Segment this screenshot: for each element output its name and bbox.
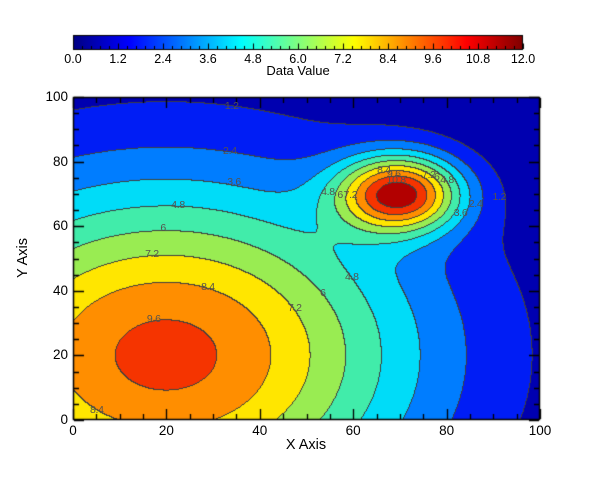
contour-plot-canvas [0, 0, 600, 480]
contour-figure: Data Value X Axis Y Axis 0.0 1.2 2.4 3.6 4.8… [0, 0, 600, 480]
